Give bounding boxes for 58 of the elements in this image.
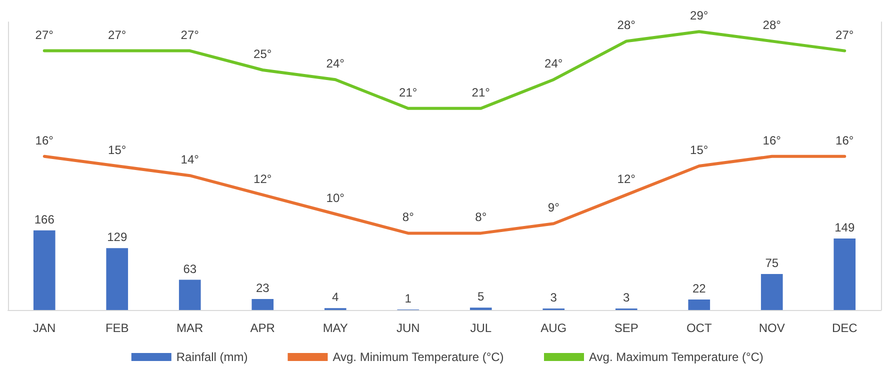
data-label: 15° xyxy=(690,143,708,157)
data-label: 9° xyxy=(548,200,560,215)
bar xyxy=(760,274,783,310)
data-label: 27° xyxy=(108,28,126,42)
data-label: 27° xyxy=(180,28,200,42)
data-label: 16° xyxy=(35,133,54,148)
data-label: 28° xyxy=(762,18,782,32)
data-label: 24° xyxy=(326,56,345,71)
data-label: 3 xyxy=(623,290,630,305)
data-label: 22 xyxy=(692,281,706,296)
data-label: 25° xyxy=(254,47,272,61)
x-tick-label: MAR xyxy=(176,321,204,335)
bar xyxy=(178,280,201,310)
x-tick-label: NOV xyxy=(758,321,785,335)
bar xyxy=(834,238,856,310)
x-tick-label: JAN xyxy=(33,321,56,335)
bar xyxy=(252,298,274,310)
x-tick-label: SEP xyxy=(614,321,638,335)
data-label: 75 xyxy=(765,256,779,270)
data-label: 166 xyxy=(34,212,55,226)
data-label: 14° xyxy=(180,152,200,167)
legend-label: Avg. Minimum Temperature (°C) xyxy=(332,350,504,364)
legend-label: Avg. Maximum Temperature (°C) xyxy=(589,350,764,364)
data-label: 149 xyxy=(834,220,855,234)
data-label: 8° xyxy=(402,210,414,224)
data-label: 21° xyxy=(472,85,490,100)
data-label: 12° xyxy=(617,172,636,186)
x-tick-label: OCT xyxy=(686,321,712,335)
data-label: 8° xyxy=(475,210,487,224)
data-label: 10° xyxy=(326,191,345,205)
x-tick-label: APR xyxy=(250,321,276,335)
data-label: 12° xyxy=(254,172,272,186)
data-label: 24° xyxy=(544,56,563,71)
data-label: 16° xyxy=(762,133,782,148)
legend-label: Rainfall (mm) xyxy=(176,350,248,364)
data-label: 23 xyxy=(256,280,270,295)
data-label: 16° xyxy=(836,133,854,148)
data-label: 4 xyxy=(332,290,340,304)
data-label: 129 xyxy=(107,230,128,244)
data-label: 29° xyxy=(690,8,708,23)
bar xyxy=(33,230,56,310)
data-label: 63 xyxy=(183,262,197,276)
data-label: 3 xyxy=(550,290,558,305)
x-tick-label: MAY xyxy=(322,321,348,335)
x-tick-label: AUG xyxy=(540,321,567,335)
data-label: 21° xyxy=(399,85,418,100)
data-label: 15° xyxy=(108,143,126,157)
data-label: 27° xyxy=(35,28,54,42)
x-tick-label: JUL xyxy=(470,321,492,335)
x-tick-label: FEB xyxy=(105,321,129,335)
bar xyxy=(106,248,128,310)
x-tick-label: JUN xyxy=(396,321,420,335)
data-label: 5 xyxy=(478,290,485,304)
data-label: 1 xyxy=(404,292,412,306)
data-label: 28° xyxy=(617,18,636,32)
x-tick-label: DEC xyxy=(832,321,858,335)
data-label: 27° xyxy=(836,28,854,42)
bar xyxy=(688,299,710,310)
